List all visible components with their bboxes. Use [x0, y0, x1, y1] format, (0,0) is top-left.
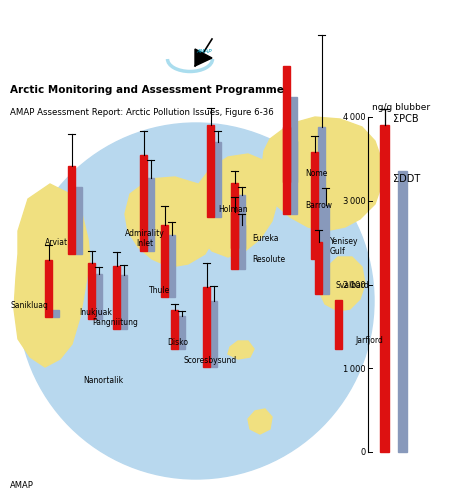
Bar — [45, 261, 52, 317]
Polygon shape — [248, 409, 272, 434]
Polygon shape — [262, 118, 382, 231]
Text: 4 000: 4 000 — [343, 113, 366, 122]
Bar — [147, 179, 154, 252]
Text: Arctic Monitoring and Assessment Programme: Arctic Monitoring and Assessment Program… — [10, 85, 284, 95]
Bar — [140, 155, 147, 252]
Text: Jarfjord: Jarfjord — [355, 335, 383, 344]
Bar — [290, 142, 297, 214]
Polygon shape — [14, 185, 90, 367]
Text: Sanikluaq: Sanikluaq — [10, 301, 48, 310]
Text: Arviat: Arviat — [45, 237, 68, 246]
Bar — [290, 97, 297, 183]
Bar — [52, 311, 59, 317]
Text: 1 000: 1 000 — [343, 364, 366, 373]
Text: 3 000: 3 000 — [343, 197, 366, 206]
Text: Nanortalik: Nanortalik — [83, 375, 123, 384]
Bar — [113, 267, 120, 329]
Bar — [335, 301, 342, 349]
Text: 2 000: 2 000 — [343, 281, 366, 290]
Text: ΣPCB: ΣPCB — [393, 114, 419, 124]
Bar — [203, 287, 210, 367]
Text: ΣDDT: ΣDDT — [393, 174, 420, 184]
Bar — [68, 167, 75, 255]
Bar — [171, 311, 178, 349]
Text: Holman: Holman — [218, 204, 248, 213]
Bar — [207, 126, 214, 217]
Circle shape — [18, 124, 374, 479]
Text: Svalbard: Svalbard — [335, 281, 369, 290]
Bar — [168, 235, 175, 298]
Text: Scoresbysund: Scoresbysund — [184, 355, 237, 364]
Text: Barrow: Barrow — [305, 200, 332, 209]
Text: AMAP Assessment Report: Arctic Pollution Issues, Figure 6-36: AMAP Assessment Report: Arctic Pollution… — [10, 108, 274, 117]
Bar — [161, 225, 168, 298]
Text: Yenisey
Gulf: Yenisey Gulf — [330, 236, 359, 256]
Polygon shape — [125, 178, 218, 268]
Bar — [318, 127, 325, 260]
Bar — [95, 274, 102, 319]
Polygon shape — [318, 258, 365, 312]
Bar — [398, 172, 407, 452]
Text: Pangniitung: Pangniitung — [92, 317, 138, 326]
Text: Eureka: Eureka — [252, 233, 279, 242]
Bar — [283, 67, 290, 183]
Text: 0: 0 — [361, 447, 366, 456]
Polygon shape — [195, 50, 212, 67]
Bar — [231, 212, 238, 270]
Bar — [120, 276, 127, 329]
Bar — [283, 128, 290, 214]
Text: Admirality
Inlet: Admirality Inlet — [125, 228, 165, 247]
Bar — [380, 126, 389, 452]
Bar — [238, 225, 245, 270]
Text: Thule: Thule — [149, 286, 171, 295]
Bar — [210, 301, 217, 367]
Text: ng/g blubber: ng/g blubber — [372, 103, 430, 112]
Text: Disko: Disko — [167, 337, 189, 346]
Text: AMAP: AMAP — [196, 49, 211, 54]
Text: Inukjuak: Inukjuak — [80, 308, 112, 316]
Bar — [322, 206, 329, 295]
Bar — [238, 196, 245, 248]
Polygon shape — [228, 341, 254, 359]
Bar — [315, 242, 322, 295]
Bar — [178, 316, 185, 349]
Bar — [311, 152, 318, 260]
Polygon shape — [194, 155, 278, 258]
Bar — [75, 188, 82, 255]
Bar — [231, 183, 238, 248]
Text: Nome: Nome — [305, 169, 328, 178]
Text: Resolute: Resolute — [252, 255, 285, 264]
Bar — [88, 264, 95, 319]
Bar — [214, 143, 221, 217]
Text: AMAP: AMAP — [10, 480, 34, 489]
